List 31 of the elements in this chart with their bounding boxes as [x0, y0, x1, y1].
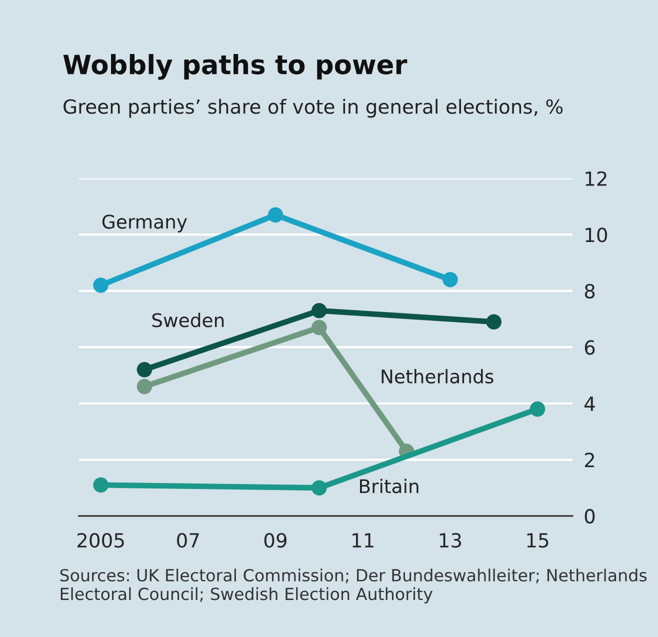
series-label: Netherlands [382, 369, 494, 384]
point [93, 477, 108, 493]
series-label: Britain [360, 478, 418, 494]
y-tick-label: 10 [586, 228, 608, 242]
series-label: Germany [102, 214, 187, 232]
x-tick-label: 07 [177, 532, 199, 548]
point [268, 207, 284, 223]
point [136, 362, 152, 378]
point [486, 314, 502, 330]
y-tick-label: 2 [584, 452, 594, 468]
y-tick-label: 6 [584, 340, 595, 355]
x-tick-label: 2005 [77, 532, 124, 548]
point [312, 302, 327, 318]
y-tick-label: 0 [584, 508, 595, 524]
x-tick-label: 15 [527, 533, 548, 548]
y-tick-label: 4 [584, 396, 595, 411]
point [312, 480, 327, 496]
point [312, 320, 327, 336]
y-tick-label: 12 [586, 171, 606, 186]
point [136, 378, 152, 394]
source-note: Sources: UK Electoral Commission; Der Bundeswahlleiter; Netherlands Electoral Council; Swedish Election Authority [60, 568, 647, 604]
x-tick-label: 09 [264, 532, 286, 548]
point [530, 401, 546, 417]
series-label: Sweden [152, 312, 224, 328]
x-tick-label: 13 [440, 532, 461, 548]
y-tick-label: 8 [584, 284, 595, 299]
chart-title: Wobbly paths to power [63, 54, 408, 80]
point [93, 278, 108, 293]
point [442, 272, 458, 288]
chart-subtitle: Green parties’ share of vote in general elections, % [64, 98, 563, 118]
x-tick-label: 11 [352, 533, 374, 548]
